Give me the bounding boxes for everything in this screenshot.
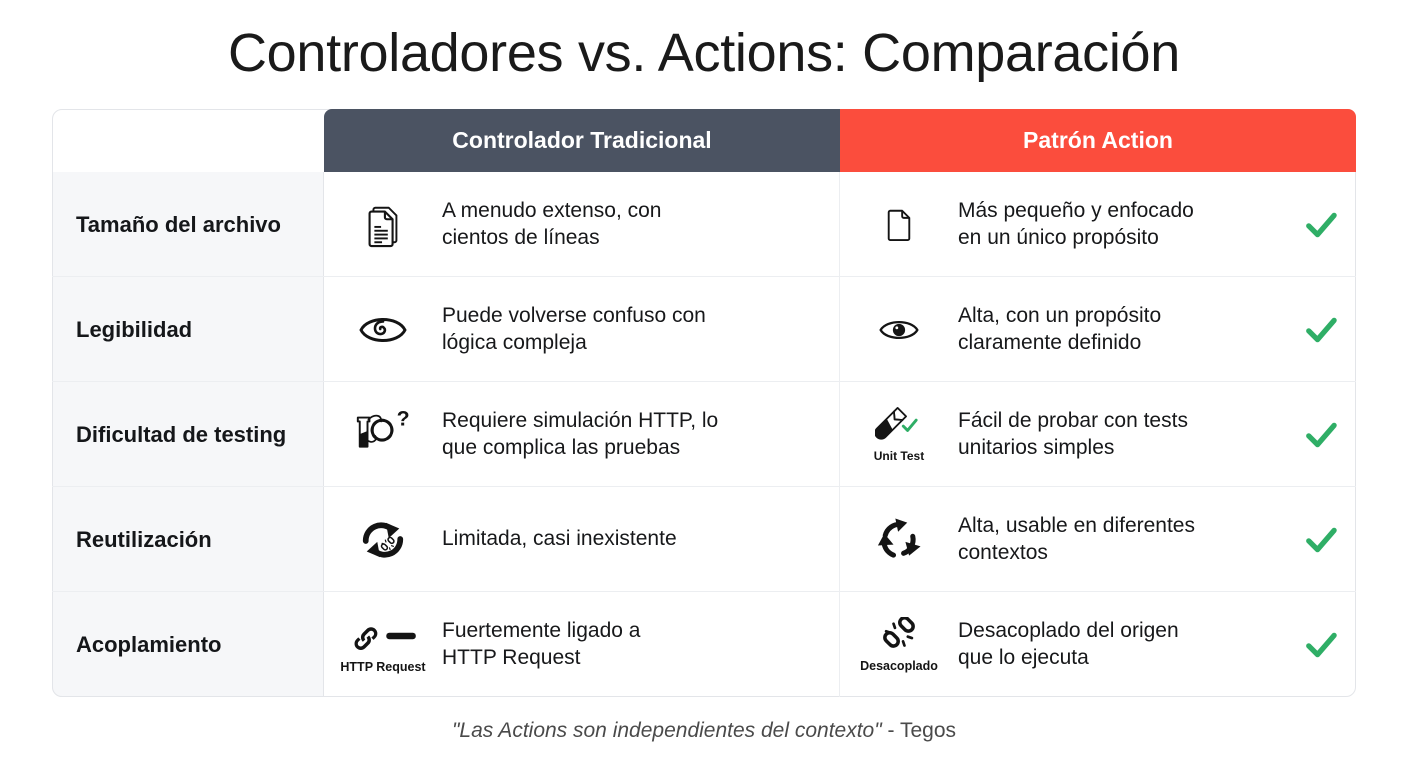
svg-text:?: ? — [397, 410, 410, 430]
